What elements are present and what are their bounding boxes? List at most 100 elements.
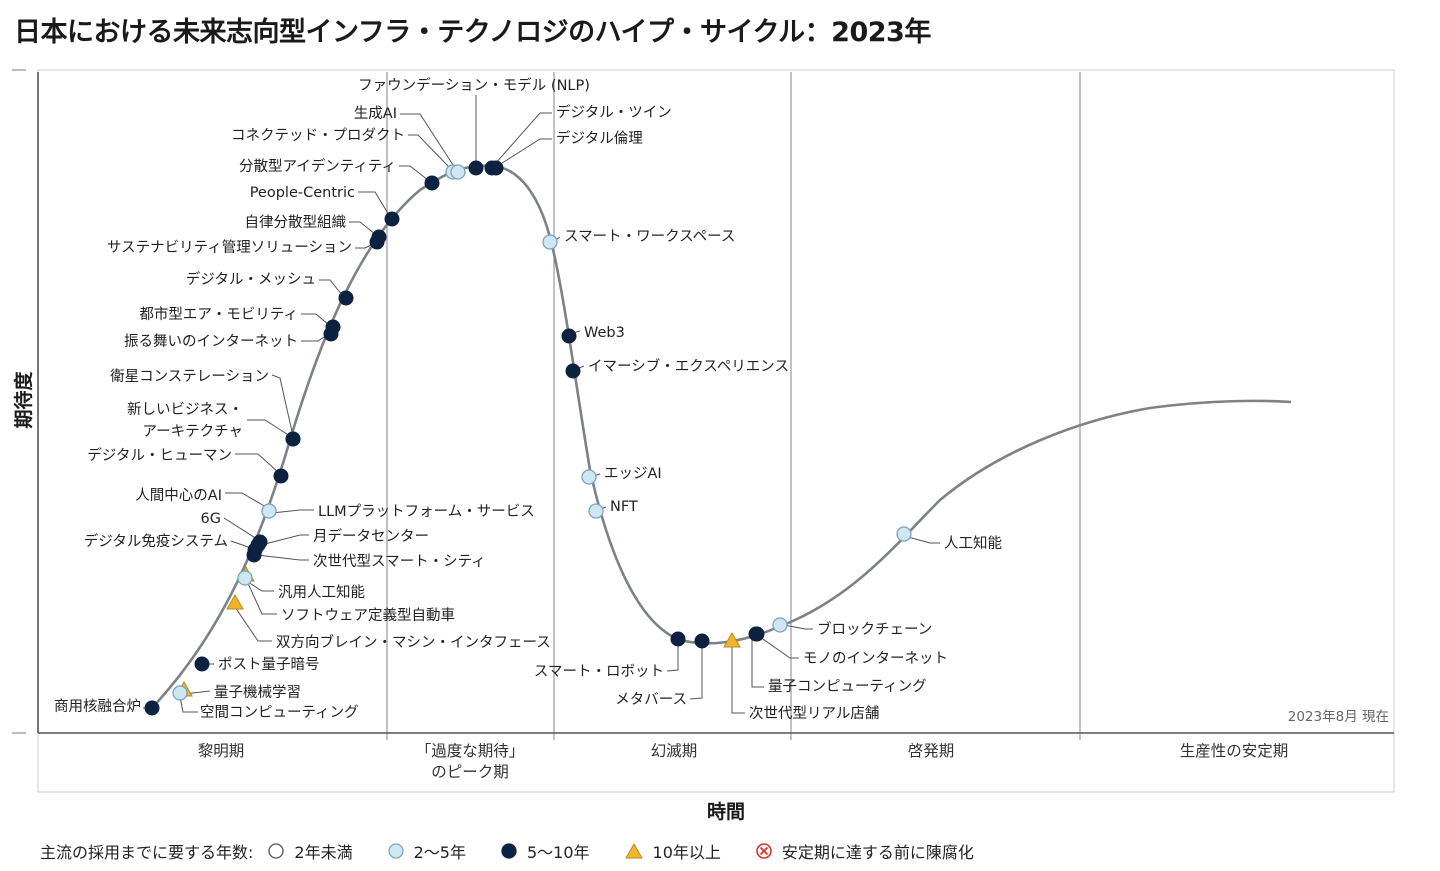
technology-label: 次世代型リアル店舗 [749,705,879,722]
leader-line [907,536,940,544]
technology-label: 双方向ブレイン・マシン・インタフェース [276,633,551,651]
technology-label: デジタル・ツイン [556,103,672,121]
technology-label: Web3 [584,325,625,341]
leader-line [179,696,198,713]
leader-line [271,509,314,514]
marker-triangle-over-10 [723,631,741,648]
legend-item-5-10: 5〜10年 [500,839,590,863]
legend-label: 安定期に達する前に陳腐化 [781,843,974,862]
leader-line [358,191,390,216]
legend-label: 2〜5年 [413,843,466,862]
technology-label: 量子機械学習 [214,684,301,701]
leader-line [399,165,429,181]
leader-lines [143,95,940,714]
page-title: 日本における未来志向型インフラ・テクノロジのハイプ・サイクル：2023年 [14,17,931,48]
marker-circle-2-5 [896,526,912,542]
leader-line [235,453,279,473]
leader-line [408,134,451,169]
technology-label: 量子コンピューティング [768,678,927,695]
marker-triangle-over-10 [226,593,244,610]
leader-line [498,138,552,166]
marker-circle-2-5 [237,570,253,586]
leader-line [689,645,703,700]
marker-circle-5-10 [561,328,577,344]
technology-label: デジタル・ヒューマン [87,446,232,464]
marker-circle-2-5 [172,685,188,701]
technology-label: ブロックチェーン [817,620,932,638]
marker-circle-5-10 [670,631,686,647]
leader-line [759,636,799,659]
marker-circle-2-5 [581,469,597,485]
marker-circle-5-10 [194,656,210,672]
legend-label: 2年未満 [294,843,353,862]
technology-label: 次世代型スマート・シティ [313,553,486,570]
phase-label: 黎明期 [198,742,245,760]
technology-label: 6G [201,511,221,527]
leader-line [666,643,679,672]
leader-line [223,517,258,540]
technology-label: 都市型エア・モビリティ [139,306,298,323]
technology-label: スマート・ロボット [534,663,664,680]
marker-circle-2-5 [772,617,788,633]
technology-label: 人工知能 [944,535,1002,552]
legend-title: 主流の採用までに要する年数: [40,843,254,862]
date-note: 2023年8月 現在 [1288,709,1389,725]
legend-item-over-10: 10年以上 [624,839,721,863]
leader-line [400,113,456,169]
leader-line [247,581,274,592]
technology-label: デジタル免疫システム [84,532,228,550]
technology-markers [144,160,912,716]
technology-label: イマーシブ・エクスペリエンス [588,357,789,375]
technology-label: 分散型アイデンティティ [239,157,396,175]
yellow-triangle-icon [624,842,643,859]
technology-label: デジタル倫理 [556,129,643,147]
marker-circle-5-10 [252,534,268,550]
phase-label: 「過度な期待」のピーク期 [416,742,525,781]
technology-label: 自律分散型組織 [245,214,347,231]
technology-label: 振る舞いのインターネット [124,333,298,350]
marker-circle-5-10 [565,363,581,379]
leader-line [234,606,272,642]
phase-label: 生産性の安定期 [1180,742,1289,760]
technology-label: モノのインターネット [803,650,948,667]
phase-label: 幻滅期 [651,742,698,760]
leader-line [783,624,813,630]
technology-label: 生成AI [354,105,397,122]
technology-label: NFT [610,499,638,515]
leader-line [230,540,252,549]
technology-label: デジタル・メッシュ [186,270,316,288]
leader-line [731,645,745,714]
technology-label: エッジAI [604,466,662,482]
leader-line [271,374,294,437]
technology-label: 空間コンピューティング [200,704,359,721]
legend-item-under-2: 2年未満 [267,839,353,863]
marker-circle-2-5 [588,503,604,519]
leader-line [247,419,291,437]
technology-label: 新しいビジネス・アーキテクチャ [127,401,243,440]
leader-line [301,313,330,326]
technology-label: 月データセンター [313,527,429,545]
leader-line [319,279,343,296]
technology-label: 衛星コンステレーション [110,368,269,385]
marker-circle-5-10 [384,211,400,227]
marker-circle-5-10 [694,633,710,649]
leader-line [245,578,277,615]
y-axis-label: 期待度 [12,371,35,429]
white-circle-icon [268,843,285,859]
leader-line [494,112,552,165]
technology-label: コネクテッド・プロダクト [231,127,405,144]
legend-label: 5〜10年 [526,843,590,862]
legend-label: 10年以上 [652,843,721,862]
marker-circle-5-10 [371,229,387,245]
leader-line [301,334,328,342]
leader-line [751,637,764,688]
marker-circle-2-5 [542,234,558,250]
hype-curve [151,164,1292,709]
leader-line [260,534,309,546]
technology-label: 人間中心のAI [135,487,222,504]
legend: 主流の採用までに要する年数: 2年未満 2〜5年 5〜10年 10年以上 安定期… [40,838,1008,864]
marker-circle-5-10 [488,160,504,176]
marker-circle-5-10 [749,626,765,642]
